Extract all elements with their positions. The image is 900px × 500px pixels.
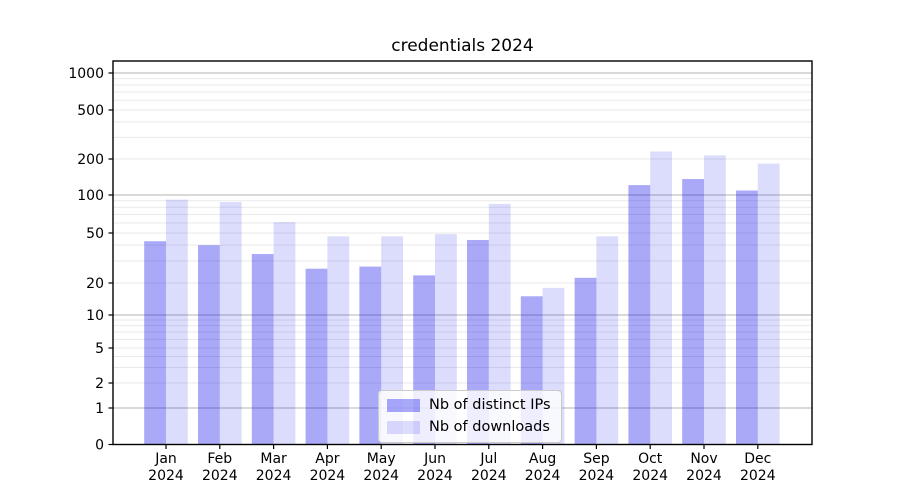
x-tick-label-year: 2024 <box>579 468 615 484</box>
x-tick-label-year: 2024 <box>471 468 507 484</box>
bar-distinct-ips <box>628 185 651 445</box>
x-tick-label-year: 2024 <box>363 468 399 484</box>
y-tick-label: 0 <box>95 438 104 454</box>
x-tick-label-month: Jan <box>154 451 177 467</box>
legend: Nb of distinct IPs Nb of downloads <box>378 390 562 443</box>
y-tick-label: 1 <box>95 401 104 417</box>
y-tick-label: 5 <box>95 341 104 357</box>
x-tick-label-month: Feb <box>207 451 232 467</box>
x-tick-label-year: 2024 <box>310 468 346 484</box>
x-tick-label-year: 2024 <box>148 468 184 484</box>
bar-downloads <box>327 236 350 445</box>
bar-downloads <box>166 199 188 445</box>
bar-distinct-ips <box>682 179 704 445</box>
bar-distinct-ips <box>305 268 328 445</box>
legend-item: Nb of distinct IPs <box>387 397 551 413</box>
legend-item: Nb of downloads <box>387 419 551 435</box>
x-tick-label-year: 2024 <box>686 468 722 484</box>
y-tick-label: 200 <box>77 152 104 168</box>
y-tick-label: 2 <box>95 376 104 392</box>
bar-downloads <box>488 203 511 445</box>
x-tick-label-month: Apr <box>315 451 339 467</box>
x-tick-label-month: Mar <box>260 451 287 467</box>
y-tick-label: 20 <box>86 276 104 292</box>
y-tick-label: 500 <box>77 103 104 119</box>
x-tick-label-month: Nov <box>690 451 717 467</box>
bar-distinct-ips <box>144 241 166 445</box>
legend-swatch-downloads <box>387 420 420 434</box>
bar-distinct-ips <box>251 254 274 445</box>
bar-downloads <box>650 151 672 445</box>
bar-downloads <box>757 163 780 445</box>
x-tick-label-year: 2024 <box>632 468 668 484</box>
bar-downloads <box>219 202 242 445</box>
x-tick-label-month: Sep <box>583 451 610 467</box>
bar-downloads <box>704 155 726 445</box>
plot-border <box>112 60 813 446</box>
y-tick-label: 100 <box>77 188 104 204</box>
x-tick-label-year: 2024 <box>525 468 561 484</box>
y-tick-label: 50 <box>86 226 104 242</box>
legend-swatch-distinct-ips <box>387 398 420 412</box>
x-tick-label-month: Jun <box>423 451 446 467</box>
bar-distinct-ips <box>198 245 220 445</box>
bar-downloads <box>273 222 296 445</box>
x-tick-label-month: Aug <box>529 451 556 467</box>
x-tick-label-month: Dec <box>744 451 771 467</box>
x-tick-label-month: Jul <box>479 451 497 467</box>
bar-distinct-ips <box>574 277 597 445</box>
y-tick-label: 1000 <box>68 66 104 82</box>
chart-title: credentials 2024 <box>391 36 534 56</box>
x-tick-label-year: 2024 <box>417 468 453 484</box>
legend-label: Nb of distinct IPs <box>429 397 551 413</box>
legend-label: Nb of downloads <box>429 419 550 435</box>
x-tick-label-month: May <box>367 451 396 467</box>
x-tick-label-year: 2024 <box>740 468 776 484</box>
bar-downloads <box>596 236 619 445</box>
bar-distinct-ips <box>359 266 382 445</box>
x-tick-label-year: 2024 <box>256 468 292 484</box>
x-tick-label-month: Oct <box>638 451 663 467</box>
y-tick-label: 10 <box>86 308 104 324</box>
bar-distinct-ips <box>736 190 758 445</box>
x-tick-label-year: 2024 <box>202 468 238 484</box>
